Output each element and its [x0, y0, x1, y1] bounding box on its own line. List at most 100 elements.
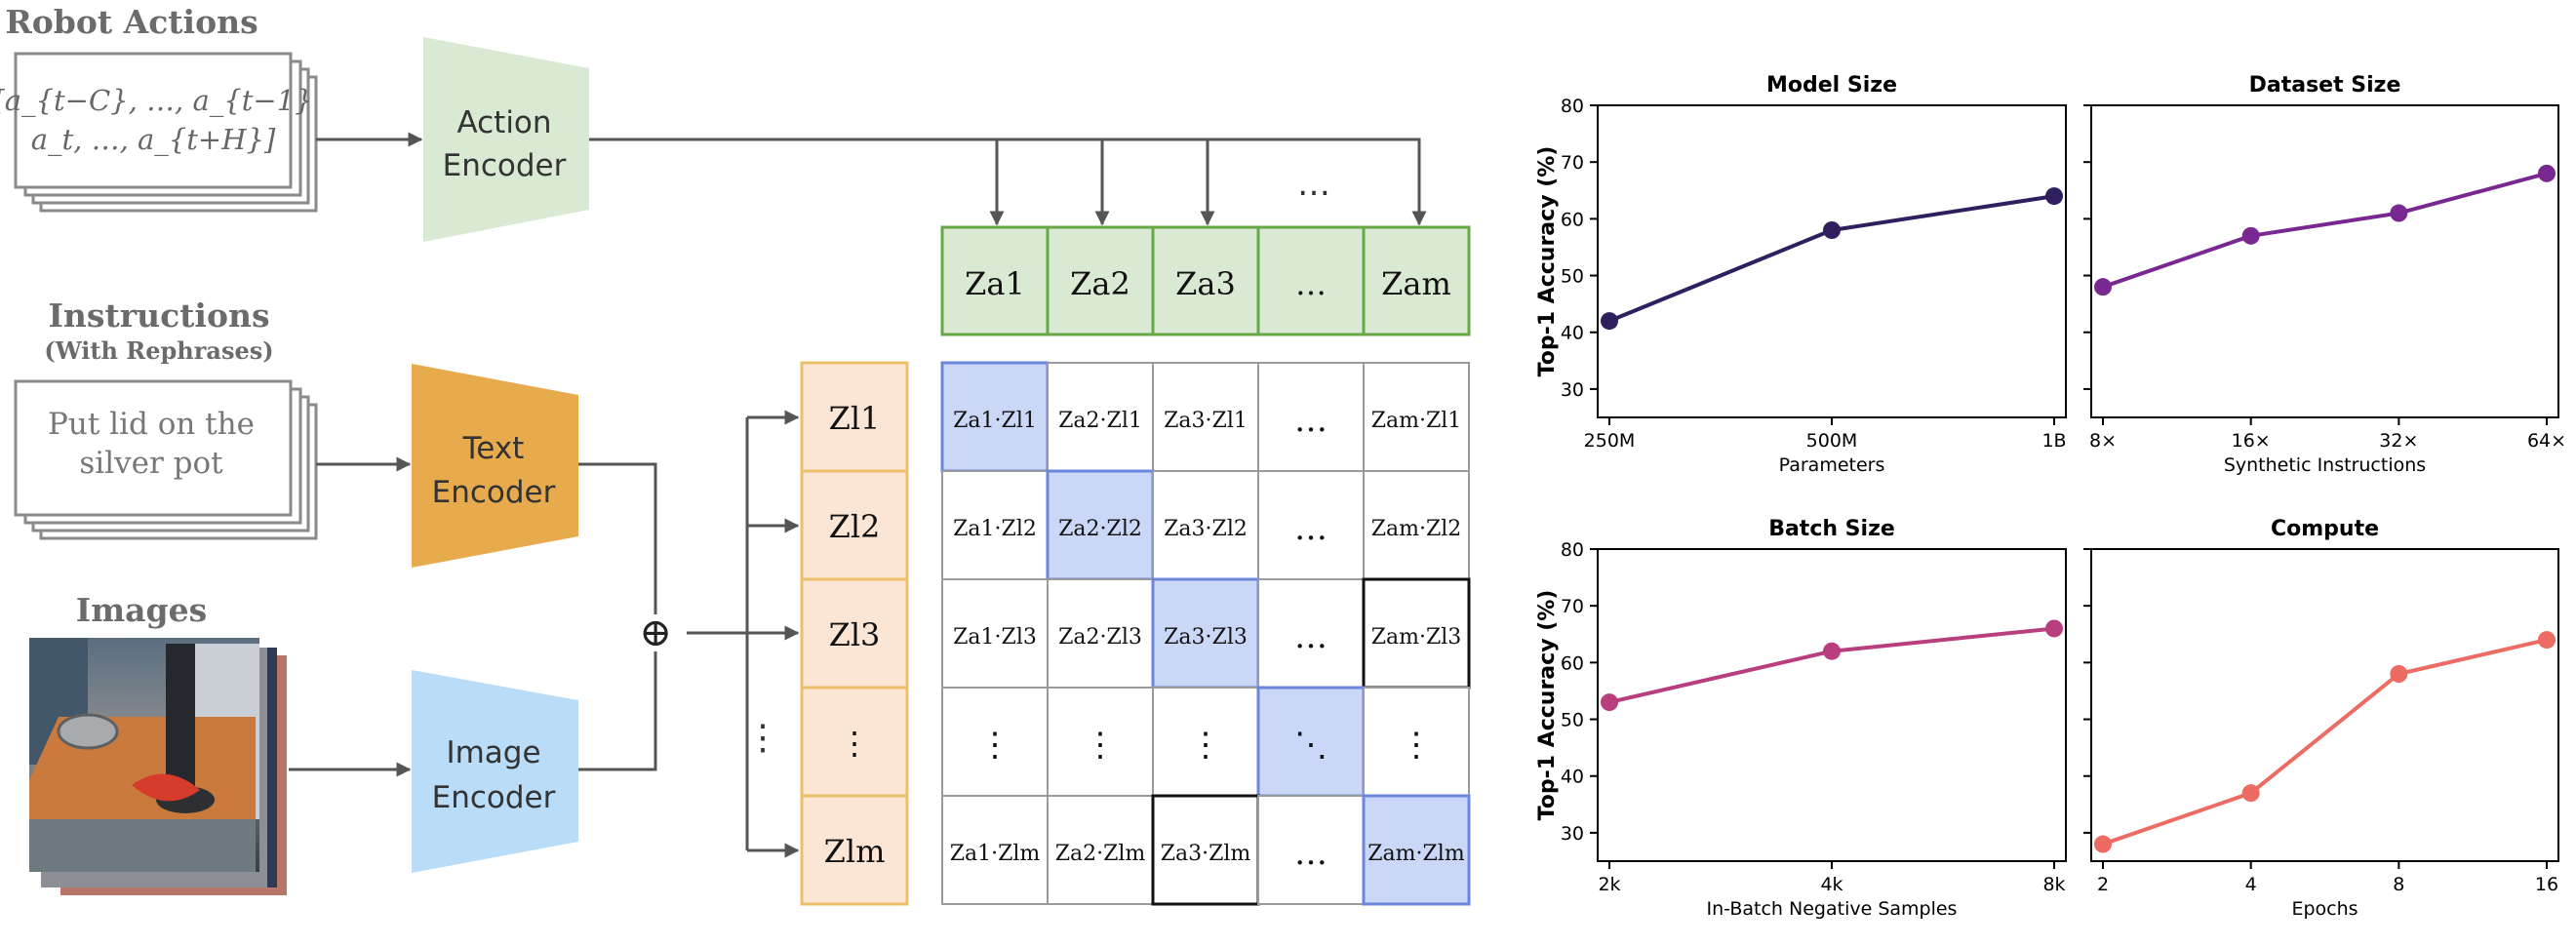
data-point: [2538, 164, 2556, 182]
plot-frame: [1597, 548, 2067, 862]
text-encoder-shape: [412, 364, 578, 568]
action-embedding-label: …: [1295, 265, 1327, 302]
contrastive-diagram: Robot Actions [a_{t−C}, …, a_{t−1} a_t, …: [0, 3, 1471, 906]
language-embedding-cell: [800, 794, 909, 906]
action-embedding-row: Za1 Za2 Za3 … Zam: [940, 225, 1471, 336]
action-sequence-line1: [a_{t−C}, …, a_{t−1}: [0, 84, 313, 118]
matrix-cell: [1362, 577, 1471, 690]
matrix-cell: [1257, 470, 1365, 580]
action-embedding-cell: [1151, 225, 1260, 336]
similarity-score-label: Za3·Zlm: [1161, 842, 1251, 866]
x-tick-label: 2: [2097, 874, 2109, 895]
x-tick-label: 8k: [2042, 874, 2065, 895]
x-tick-label: 2k: [1598, 874, 1620, 895]
similarity-score-label: ⋮: [1084, 726, 1117, 765]
language-embedding-cell: [800, 361, 909, 473]
x-tick-label: 64×: [2527, 430, 2566, 452]
similarity-score-label: Za3·Zl3: [1164, 625, 1248, 650]
similarity-score-label: Za2·Zl1: [1058, 409, 1142, 433]
matrix-cell: [1363, 687, 1470, 797]
action-embedding-cell: [1046, 225, 1155, 336]
x-axis-label: Epochs: [2291, 898, 2358, 920]
data-point: [1601, 312, 1618, 331]
language-embedding-label: Zl2: [829, 508, 881, 545]
action-arrows-ellipsis: …: [1297, 165, 1330, 204]
y-tick-label: 60: [1561, 209, 1584, 230]
matrix-cell: [1047, 578, 1154, 689]
x-tick-label: 32×: [2379, 430, 2418, 452]
y-tick-label: 30: [1561, 823, 1584, 845]
chart-title: Dataset Size: [2249, 73, 2401, 98]
x-axis-label: In-Batch Negative Samples: [1707, 898, 1958, 920]
x-tick-label: 4k: [1820, 874, 1843, 895]
robot-arm: [166, 644, 195, 790]
action-embedding-label: Za2: [1070, 265, 1130, 302]
images-title: Images: [76, 591, 207, 629]
similarity-score-label: ⋱: [1294, 726, 1328, 765]
action-embedding-cell: [1256, 225, 1366, 336]
action-sequence-line2: a_t, …, a_{t+H}]: [31, 123, 276, 157]
language-embedding-cell: [800, 577, 909, 690]
matrix-cell: [1152, 687, 1259, 797]
matrix-cell: [1363, 362, 1470, 472]
similarity-score-label: …: [1294, 401, 1328, 440]
instructions-subtitle: (With Rephrases): [44, 336, 273, 365]
similarity-score-label: Za1·Zl1: [953, 409, 1037, 433]
image-encoder-label-1: Image: [446, 735, 540, 770]
x-tick-label: 4: [2245, 874, 2257, 895]
scaling-charts: Model Size 30 40 50 60 70 80 250M 500M 1B Paramete…: [1535, 73, 2566, 920]
action-embedding-cell: [940, 225, 1050, 336]
action-encoder-label-1: Action: [456, 105, 551, 140]
language-embedding-label: Zl3: [829, 616, 881, 653]
y-tick-label: 50: [1561, 266, 1584, 288]
matrix-cell: [1047, 687, 1154, 797]
fusion-operator: ⊕: [639, 611, 672, 655]
similarity-score-label: Za2·Zl3: [1058, 625, 1142, 650]
instructions-stack: Put lid on the silver pot: [14, 379, 318, 540]
data-point: [1601, 693, 1618, 712]
y-tick-label: 80: [1561, 96, 1584, 117]
data-point: [2390, 665, 2408, 683]
chart-batch-size: Batch Size 30 40 50 60 70 80 2k 4k 8k In-Batch Neg…: [1535, 517, 2067, 920]
side-vertical-ellipsis: ⋮: [745, 718, 780, 758]
image-encoder-label-2: Encoder: [432, 780, 556, 815]
x-tick-label: 16: [2535, 874, 2558, 895]
instruction-text-line1: Put lid on the: [48, 407, 255, 442]
similarity-score-label: ⋮: [1189, 726, 1222, 765]
matrix-diagonal-cell: [1151, 577, 1260, 690]
y-tick-label: 80: [1561, 539, 1584, 561]
chart-title: Model Size: [1766, 73, 1897, 98]
similarity-score-label: Za3·Zl1: [1164, 409, 1248, 433]
similarity-score-label: Za3·Zl2: [1164, 517, 1248, 541]
matrix-cell: [1151, 794, 1260, 906]
x-tick-label: 250M: [1584, 430, 1636, 452]
plot-frame: [2090, 548, 2559, 862]
text-encoder-label-2: Encoder: [432, 475, 556, 510]
y-tick-label: 70: [1561, 596, 1584, 617]
similarity-score-label: ⋮: [978, 726, 1011, 765]
y-tick-label: 30: [1561, 379, 1584, 401]
action-embedding-label: Zam: [1381, 265, 1451, 302]
x-tick-label: 16×: [2232, 430, 2271, 452]
data-point: [2241, 784, 2260, 803]
data-point: [2390, 204, 2408, 222]
language-embedding-label: Zlm: [824, 833, 886, 870]
data-point: [2094, 835, 2112, 853]
series-line: [2102, 171, 2548, 290]
plot-frame: [2090, 104, 2559, 418]
similarity-score-label: Za1·Zlm: [950, 842, 1041, 866]
language-embedding-label: ⋮: [839, 725, 870, 762]
action-encoder-label-2: Encoder: [443, 148, 567, 183]
similarity-score-label: Zam·Zl1: [1371, 409, 1462, 433]
matrix-diagonal-cell: [1362, 794, 1471, 906]
similarity-score-label: Za2·Zlm: [1055, 842, 1146, 866]
text-encoder-label-1: Text: [462, 431, 525, 466]
action-encoder-shape: [423, 37, 589, 242]
chart-title: Batch Size: [1768, 517, 1895, 541]
similarity-score-label: …: [1294, 834, 1328, 873]
similarity-score-label: Zam·Zlm: [1367, 842, 1465, 866]
similarity-score-label: …: [1294, 617, 1328, 656]
red-object: [132, 773, 200, 802]
chart-model-size: Model Size 30 40 50 60 70 80 250M 500M 1B Paramete…: [1535, 73, 2067, 476]
